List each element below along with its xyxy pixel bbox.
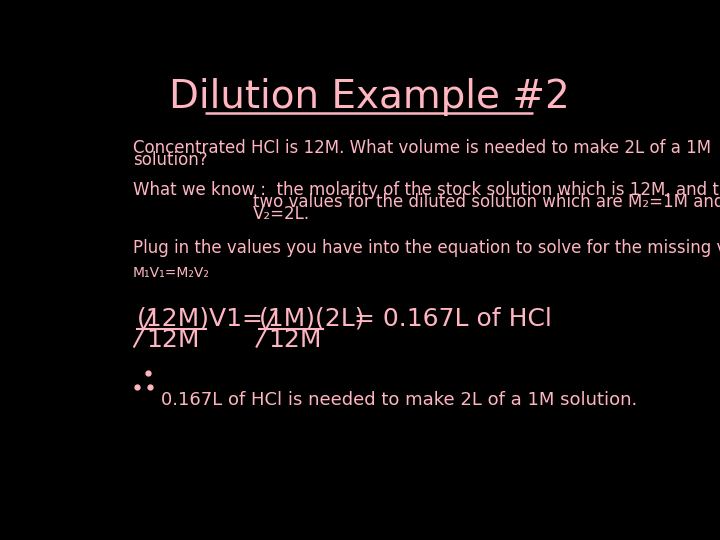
Text: What we know :  the molarity of the stock solution which is 12M, and the: What we know : the molarity of the stock…	[132, 180, 720, 199]
Text: Concentrated HCl is 12M. What volume is needed to make 2L of a 1M: Concentrated HCl is 12M. What volume is …	[132, 139, 711, 157]
Text: 0.167L of HCl is needed to make 2L of a 1M solution.: 0.167L of HCl is needed to make 2L of a …	[161, 391, 637, 409]
Text: 12M: 12M	[145, 328, 199, 352]
Text: two values for the diluted solution which are M₂=1M and: two values for the diluted solution whic…	[253, 193, 720, 211]
Text: Plug in the values you have into the equation to solve for the missing value.: Plug in the values you have into the equ…	[132, 239, 720, 257]
Text: V₂=2L.: V₂=2L.	[253, 205, 310, 223]
Text: (1M)(2L): (1M)(2L)	[259, 307, 366, 331]
Text: 12M: 12M	[269, 328, 322, 352]
Text: = 0.167L of HCl: = 0.167L of HCl	[354, 307, 552, 331]
Text: solution?: solution?	[132, 151, 207, 169]
Text: Dilution Example #2: Dilution Example #2	[168, 78, 570, 116]
Text: M₁V₁=M₂V₂: M₁V₁=M₂V₂	[132, 266, 210, 280]
Text: (12M)V1=: (12M)V1=	[137, 307, 264, 331]
